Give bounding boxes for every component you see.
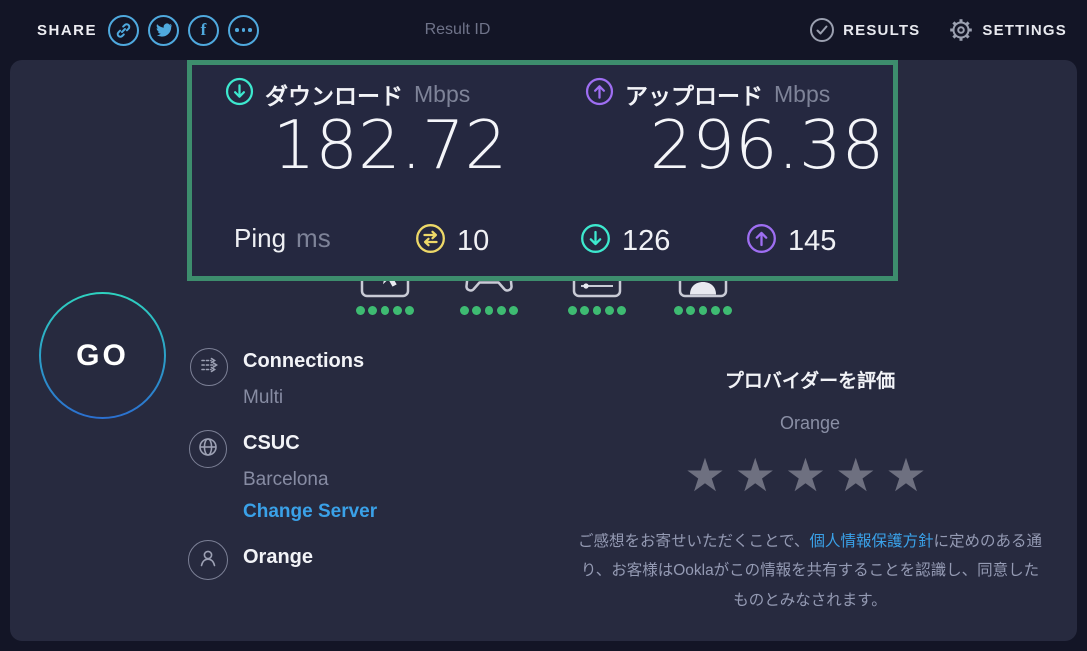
star-rating: ★★★★★: [660, 448, 960, 502]
results-annotation-box: ダウンロード Mbps アップロード Mbps 182.72 296.38 Pi…: [187, 60, 898, 281]
download-value: 182.72: [272, 106, 508, 184]
ping-label-group: Ping ms: [234, 223, 331, 254]
results-nav-button[interactable]: RESULTS: [809, 17, 920, 43]
share-facebook-button[interactable]: f: [188, 14, 220, 46]
star-1[interactable]: ★: [684, 449, 735, 501]
star-4[interactable]: ★: [835, 449, 886, 501]
share-twitter-button[interactable]: [148, 14, 180, 46]
disclaimer-text-after: に定めのある通り、お客様はOoklaがこの情報を共有することを認識し、同意したも…: [580, 533, 1042, 609]
ping-label: Ping: [234, 223, 287, 253]
connections-label[interactable]: Connections: [243, 350, 365, 372]
facebook-icon: f: [200, 19, 207, 39]
upload-arrow-icon: [746, 223, 777, 259]
multi-connections-icon: [197, 353, 221, 382]
ping-unit: ms: [296, 223, 331, 253]
isp-name: Orange: [243, 546, 314, 568]
rating-provider-name: Orange: [779, 413, 841, 433]
result-id-label: Result ID: [424, 21, 491, 38]
upload-header: アップロード Mbps: [585, 77, 830, 111]
top-nav: RESULTS SETTINGS: [809, 0, 1067, 60]
server-location: Barcelona: [243, 469, 329, 490]
change-server-link[interactable]: Change Server: [243, 501, 378, 522]
isp-row-icon: [188, 540, 228, 580]
download-arrow-icon: [225, 77, 254, 111]
settings-label: SETTINGS: [982, 21, 1067, 39]
download-unit: Mbps: [414, 80, 471, 107]
server-name: CSUC: [243, 432, 300, 454]
server-row-icon: [189, 430, 227, 468]
check-circle-icon: [809, 17, 835, 43]
rating-title: プロバイダーを評価: [724, 371, 896, 392]
upload-label: アップロード: [625, 83, 763, 109]
download-label: ダウンロード: [265, 83, 403, 109]
top-bar: SHARE f: [0, 0, 1087, 60]
privacy-policy-link[interactable]: 個人情報保護方針: [809, 533, 934, 550]
browsing-rating-dots: [356, 306, 414, 315]
ping-row: Ping ms 10: [192, 223, 893, 263]
share-more-button[interactable]: [228, 14, 260, 46]
ping-upload-value: 145: [788, 224, 837, 257]
ping-idle-group: 10: [415, 223, 489, 259]
star-5[interactable]: ★: [885, 449, 936, 501]
share-link-button[interactable]: [108, 14, 140, 46]
more-icon: [235, 28, 252, 32]
go-button-label: GO: [41, 294, 164, 417]
results-label: RESULTS: [843, 21, 921, 39]
ping-idle-value: 10: [457, 224, 490, 257]
go-button[interactable]: GO: [39, 292, 166, 419]
ping-upload-group: 145: [746, 223, 836, 259]
download-header: ダウンロード Mbps: [225, 77, 470, 111]
gear-icon: [948, 17, 974, 43]
share-label: SHARE: [37, 21, 98, 39]
twitter-icon: [156, 22, 172, 38]
privacy-disclaimer: ご感想をお寄せいただくことで、個人情報保護方針に定めのある通り、お客様はOokl…: [575, 527, 1045, 615]
star-2[interactable]: ★: [734, 449, 785, 501]
download-arrow-icon: [580, 223, 611, 259]
streaming-rating-dots: [568, 306, 626, 315]
star-3[interactable]: ★: [784, 449, 836, 501]
ping-download-value: 126: [622, 224, 671, 257]
link-icon: [115, 22, 132, 39]
disclaimer-text-before: ご感想をお寄せいただくことで、: [578, 533, 810, 550]
ping-jitter-icon: [415, 223, 446, 259]
gaming-rating-dots: [460, 306, 518, 315]
ping-download-group: 126: [580, 223, 670, 259]
upload-unit: Mbps: [774, 80, 831, 107]
upload-arrow-icon: [585, 77, 614, 111]
settings-nav-button[interactable]: SETTINGS: [948, 17, 1067, 43]
upload-value: 296.38: [649, 106, 885, 184]
connections-row-icon[interactable]: [190, 348, 228, 386]
globe-icon: [196, 435, 220, 464]
video-chat-rating-dots: [674, 306, 732, 315]
share-group: SHARE f: [37, 0, 260, 60]
user-icon: [195, 545, 221, 576]
connections-value[interactable]: Multi: [243, 387, 284, 408]
